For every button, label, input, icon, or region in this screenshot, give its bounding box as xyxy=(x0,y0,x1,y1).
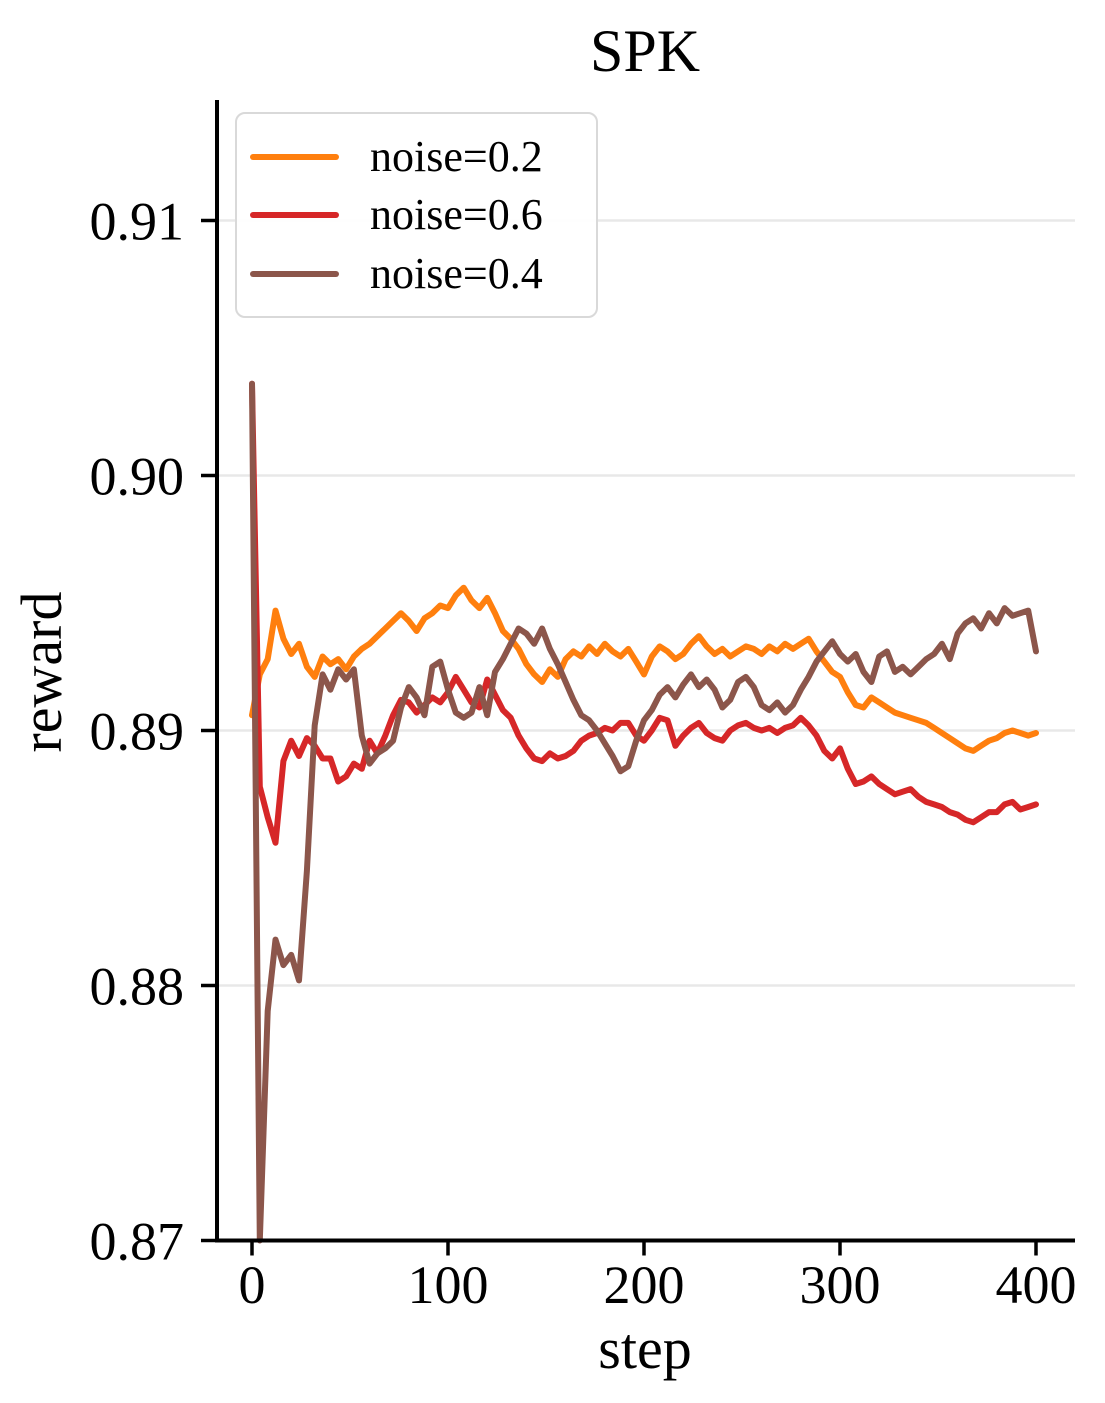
series-line-noise=0.2 xyxy=(249,584,1039,754)
y-tick-label: 0.91 xyxy=(90,192,185,252)
x-tick-label: 100 xyxy=(408,1255,489,1315)
y-tick-label: 0.89 xyxy=(90,702,185,762)
x-axis-label: step xyxy=(598,1316,692,1381)
y-tick-label: 0.87 xyxy=(90,1212,185,1272)
series-line-noise=0.4 xyxy=(249,380,1039,1244)
legend-label: noise=0.2 xyxy=(370,131,543,181)
x-tick-label: 300 xyxy=(800,1255,881,1315)
legend-label: noise=0.6 xyxy=(370,190,543,239)
y-tick-label: 0.90 xyxy=(90,447,185,507)
legend-line-swatch-orange xyxy=(250,153,339,160)
legend-line-swatch-brown xyxy=(250,270,339,277)
series-line-noise=0.6 xyxy=(249,380,1039,846)
legend-line-swatch-red xyxy=(250,212,339,218)
legend-label: noise=0.4 xyxy=(370,248,543,298)
y-tick-label: 0.88 xyxy=(90,957,185,1017)
x-tick-label: 200 xyxy=(604,1255,685,1315)
legend-item: noise=0.2 xyxy=(250,131,596,181)
chart-title: SPK xyxy=(589,18,701,84)
legend: noise=0.2 noise=0.6 noise=0.4 xyxy=(235,112,598,318)
x-tick-label: 0 xyxy=(239,1255,266,1315)
legend-item: noise=0.4 xyxy=(250,248,596,298)
legend-item: noise=0.6 xyxy=(250,193,596,237)
x-tick-label: 400 xyxy=(996,1255,1077,1315)
